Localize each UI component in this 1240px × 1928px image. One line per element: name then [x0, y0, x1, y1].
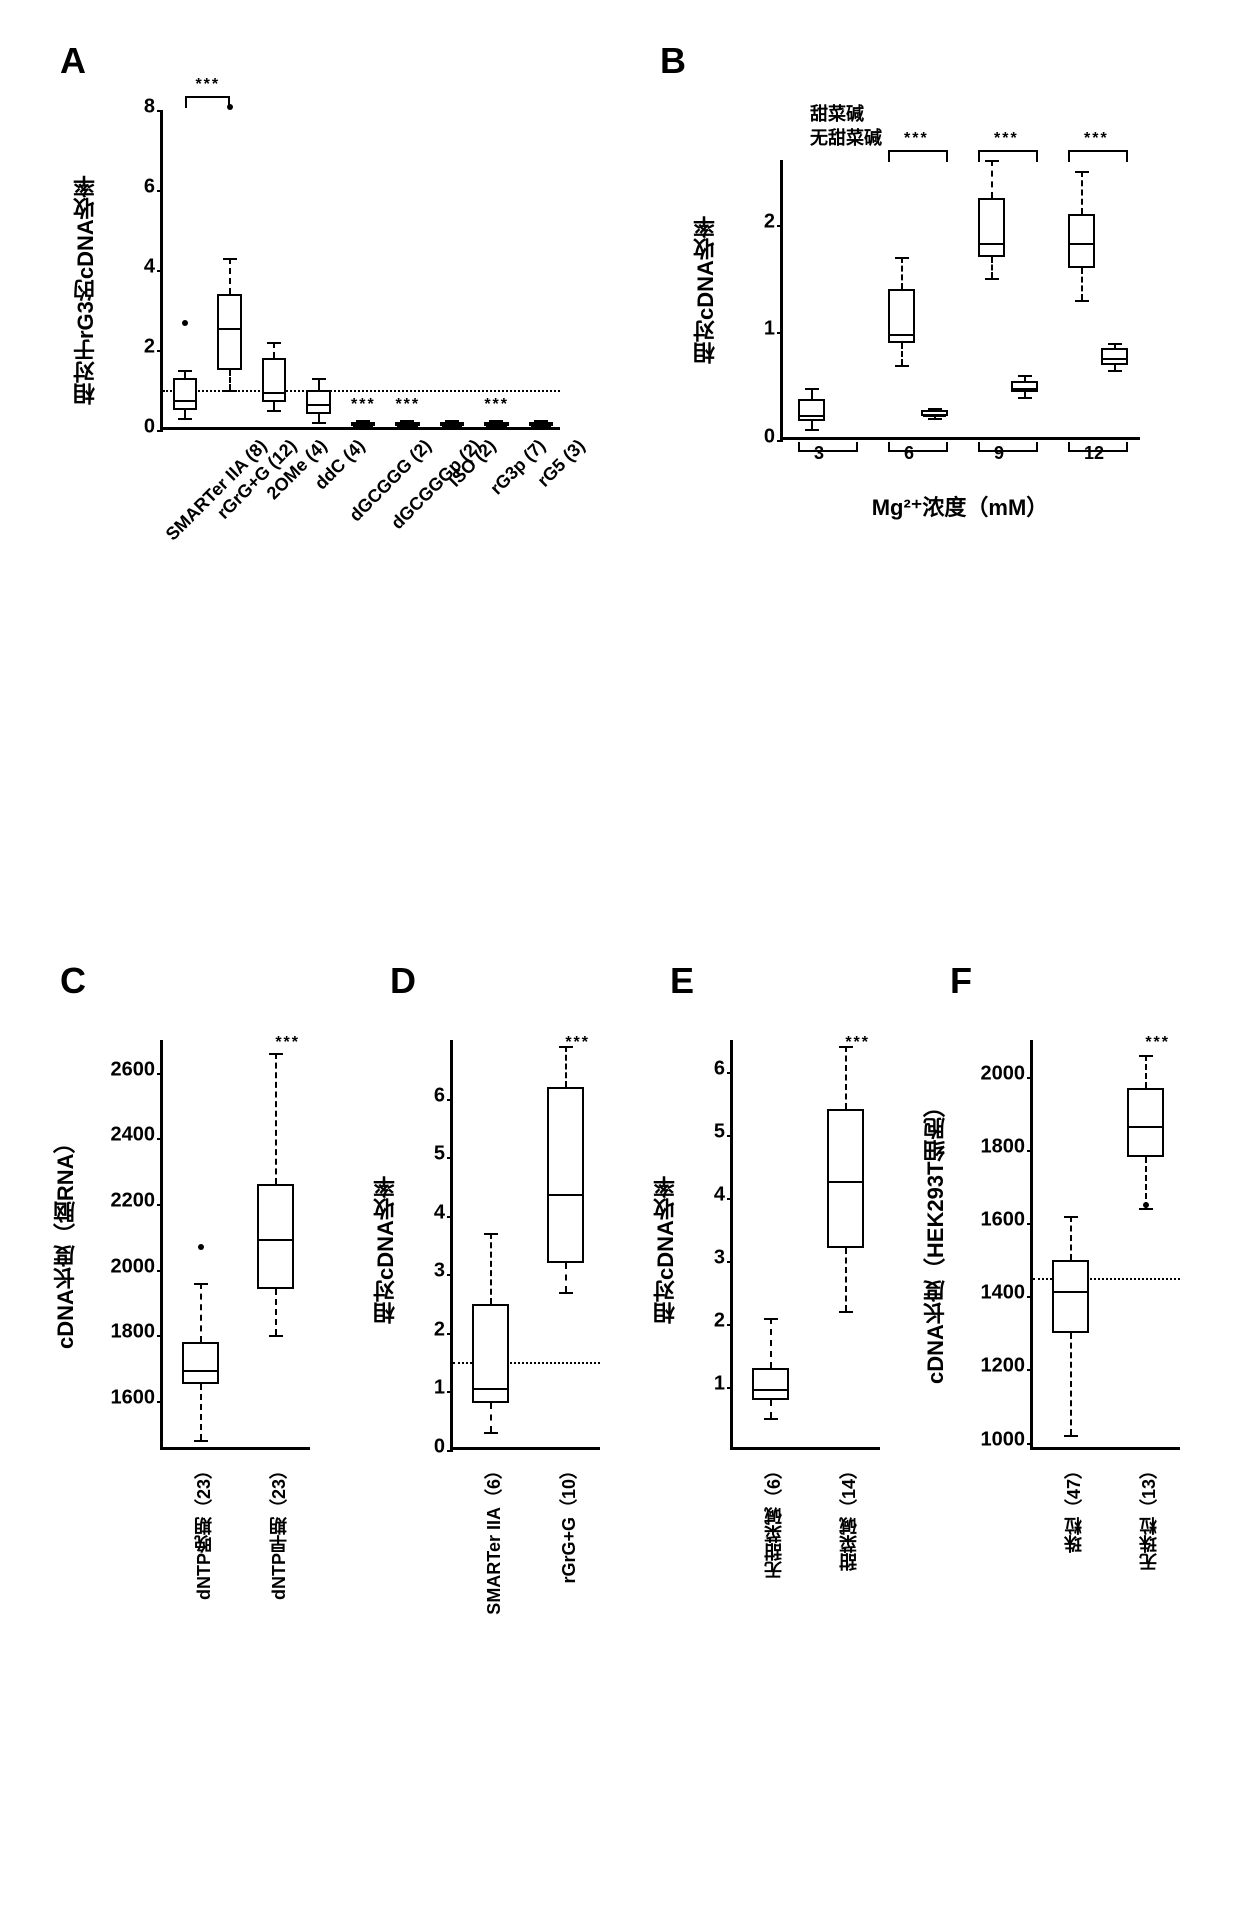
- panel-label-e: E: [670, 960, 694, 1002]
- chart-d-ylabel: 相对cDNA收率: [370, 1130, 402, 1370]
- chart-c-ylabel: cDNA长度（脑RNA）: [50, 1090, 82, 1390]
- chart-e-ylabel: 相对cDNA收率: [650, 1130, 682, 1370]
- chart-f-container: cDNA长度（HEK293T细胞） 1000120014001600180020…: [960, 1030, 1200, 1490]
- chart-c: 160018002000220024002600dNTP晚期（23）dNTP早期…: [160, 1040, 310, 1450]
- legend-no-betaine: 无甜菜碱: [810, 124, 882, 150]
- chart-a: 02468SMARTer IIA (8)rGrG+G (12)2OMe (4)d…: [160, 110, 560, 430]
- panel-label-c: C: [60, 960, 86, 1002]
- chart-c-container: cDNA长度（脑RNA） 160018002000220024002600dNT…: [90, 1030, 330, 1490]
- chart-b: 01236912*********: [780, 160, 1140, 440]
- panel-label-a: A: [60, 40, 86, 82]
- panel-label-d: D: [390, 960, 416, 1002]
- chart-b-container: 甜菜碱 无甜菜碱 相对cDNA收率 01236912********* Mg²⁺…: [730, 110, 1160, 530]
- panel-label-f: F: [950, 960, 972, 1002]
- chart-b-xlabel: Mg²⁺浓度（mM）: [780, 490, 1140, 522]
- panel-label-b: B: [660, 40, 686, 82]
- chart-d-container: 相对cDNA收率 0123456SMARTer IIA（6）rGrG+G（10）…: [400, 1030, 620, 1490]
- chart-e: 123456无甜菜碱（6）甜菜碱（14）***: [730, 1040, 880, 1450]
- chart-e-container: 相对cDNA收率 123456无甜菜碱（6）甜菜碱（14）***: [680, 1030, 900, 1490]
- chart-f-ylabel: cDNA长度（HEK293T细胞）: [920, 1070, 952, 1410]
- chart-f: 100012001400160018002000珠粒（47）无珠粒（13）***: [1030, 1040, 1180, 1450]
- legend-betaine: 甜菜碱: [810, 100, 864, 126]
- chart-a-ylabel: 相对于rG3的cDNA收率: [70, 150, 102, 430]
- chart-d: 0123456SMARTer IIA（6）rGrG+G（10）***: [450, 1040, 600, 1450]
- chart-b-ylabel: 相对cDNA收率: [690, 180, 722, 400]
- chart-a-container: 相对于rG3的cDNA收率 02468SMARTer IIA (8)rGrG+G…: [120, 110, 560, 470]
